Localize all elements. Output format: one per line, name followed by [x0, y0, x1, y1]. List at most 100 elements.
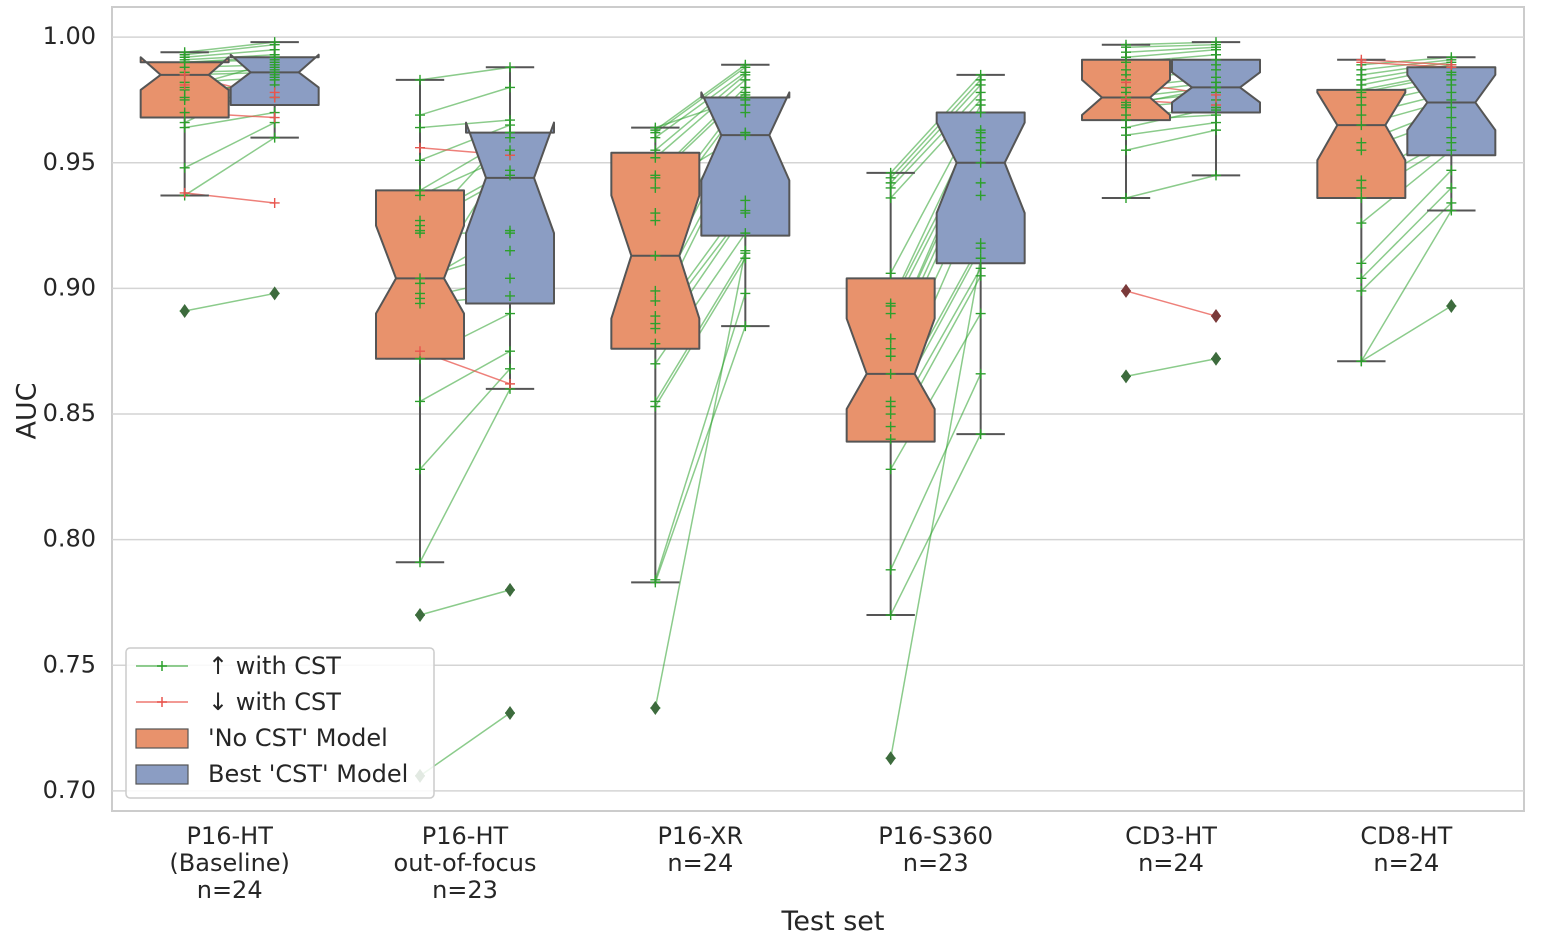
outlier-no-cst	[1121, 369, 1131, 384]
outlier-cst	[1211, 351, 1221, 366]
pair-marker-no-cst	[885, 464, 896, 475]
pair-line-up	[654, 325, 747, 583]
outlier-no-cst	[885, 751, 896, 766]
pair-marker-cst	[505, 273, 515, 284]
pair-marker-cst	[1211, 102, 1221, 113]
pair-marker-cst	[269, 74, 280, 85]
pair-marker-cst	[269, 132, 280, 143]
pair-marker-no-cst	[179, 162, 190, 173]
pair-marker-no-cst	[1356, 110, 1367, 121]
pair-marker-cst	[975, 263, 986, 274]
pair-marker-no-cst	[650, 574, 661, 585]
pair-marker-no-cst	[179, 117, 190, 128]
outlier-no-cst	[1121, 283, 1131, 298]
pair-line-up	[1125, 43, 1217, 48]
y-tick-label: 0.80	[43, 525, 96, 553]
pair-marker-no-cst	[415, 142, 425, 153]
x-tick-label: n=23	[432, 876, 498, 904]
pair-marker-cst	[1211, 37, 1221, 48]
pair-line-up	[419, 350, 511, 403]
pair-line-up	[184, 292, 275, 312]
pair-line-up	[419, 368, 511, 470]
pair-marker-cst	[505, 62, 515, 73]
pair-marker-no-cst	[1121, 145, 1131, 156]
pair-marker-cst	[975, 368, 986, 379]
pair-marker-no-cst	[179, 107, 190, 118]
pair-marker-no-cst	[885, 192, 896, 203]
pair-marker-no-cst	[650, 122, 661, 133]
pair-marker-no-cst	[1356, 87, 1367, 98]
legend-item-no-cst: 'No CST' Model	[135, 724, 388, 752]
pair-line-up	[184, 121, 276, 169]
y-tick-label: 1.00	[43, 22, 96, 50]
x-axis-title: Test set	[780, 906, 884, 937]
pair-marker-no-cst	[885, 610, 896, 621]
pair-marker-no-cst	[1356, 120, 1367, 131]
pair-line-up	[1125, 358, 1217, 378]
pair-marker-no-cst	[1356, 273, 1367, 284]
x-tick-label: n=24	[197, 876, 263, 904]
pair-marker-no-cst	[650, 145, 661, 156]
pair-marker-cst	[505, 308, 515, 319]
pair-marker-no-cst	[885, 333, 896, 344]
legend-down-label: ↓ with CST	[208, 688, 341, 716]
pair-markers	[179, 37, 1457, 781]
x-axis-ticks: P16-HT(Baseline)n=24P16-HTout-of-focusn=…	[169, 822, 1452, 904]
pair-marker-cst	[505, 346, 515, 357]
pair-marker-cst	[505, 145, 515, 156]
y-axis-ticks: 0.70 0.75 0.80 0.85 0.90 0.95 1.00	[43, 22, 96, 804]
pair-marker-cst	[1211, 170, 1221, 181]
pair-marker-cst	[269, 197, 280, 208]
pair-marker-no-cst	[415, 278, 425, 289]
pair-marker-cst	[505, 378, 515, 389]
pair-line-up	[889, 373, 982, 571]
pair-marker-no-cst	[885, 434, 896, 445]
pair-marker-no-cst	[650, 285, 661, 296]
y-axis-title: AUC	[12, 382, 43, 439]
legend-item-cst: Best 'CST' Model	[135, 760, 408, 788]
pair-marker-cst	[1446, 197, 1457, 208]
pair-marker-no-cst	[1121, 99, 1131, 110]
pair-line-up	[1125, 129, 1217, 151]
pair-marker-no-cst	[1356, 57, 1367, 68]
pair-marker-no-cst	[415, 396, 425, 407]
x-tick-label: n=24	[1138, 849, 1204, 877]
pair-marker-no-cst	[1356, 356, 1367, 367]
pair-line-up	[1360, 210, 1452, 362]
pair-marker-cst	[740, 288, 751, 299]
pair-marker-no-cst	[1356, 258, 1367, 269]
x-tick-label: n=24	[667, 849, 733, 877]
pair-line-down	[1125, 290, 1217, 317]
pair-marker-cst	[505, 165, 515, 176]
no-cst-box	[610, 151, 701, 350]
pair-marker-no-cst	[415, 464, 425, 475]
legend-cst-swatch	[135, 764, 189, 785]
pair-marker-no-cst	[179, 79, 190, 90]
pair-marker-no-cst	[1121, 192, 1131, 203]
pair-marker-no-cst	[1356, 285, 1367, 296]
pair-line-up	[419, 589, 511, 616]
x-tick-label: (Baseline)	[169, 849, 289, 877]
pair-marker-cst	[1446, 112, 1457, 123]
pair-line-up	[1360, 305, 1452, 362]
pair-marker-cst	[269, 62, 280, 73]
pair-line-up	[419, 712, 511, 777]
pair-marker-cst	[975, 429, 986, 440]
pair-marker-no-cst	[179, 187, 190, 198]
pair-marker-no-cst	[885, 167, 896, 178]
pair-marker-no-cst	[1356, 218, 1367, 229]
x-tick-label: n=24	[1373, 849, 1439, 877]
cst-box	[465, 121, 555, 305]
pair-line-up	[1125, 46, 1217, 53]
pair-line-up	[1360, 169, 1452, 264]
outlier-cst	[505, 582, 515, 597]
pair-marker-no-cst	[1121, 39, 1131, 50]
pair-marker-no-cst	[650, 170, 661, 181]
pair-marker-no-cst	[650, 208, 661, 219]
pair-line-up	[1125, 48, 1217, 58]
x-tick-label: P16-S360	[878, 822, 993, 850]
y-tick-label: 0.85	[43, 399, 96, 427]
pair-line-up	[889, 433, 982, 616]
pair-marker-cst	[740, 195, 751, 206]
pair-marker-cst	[1446, 182, 1457, 193]
